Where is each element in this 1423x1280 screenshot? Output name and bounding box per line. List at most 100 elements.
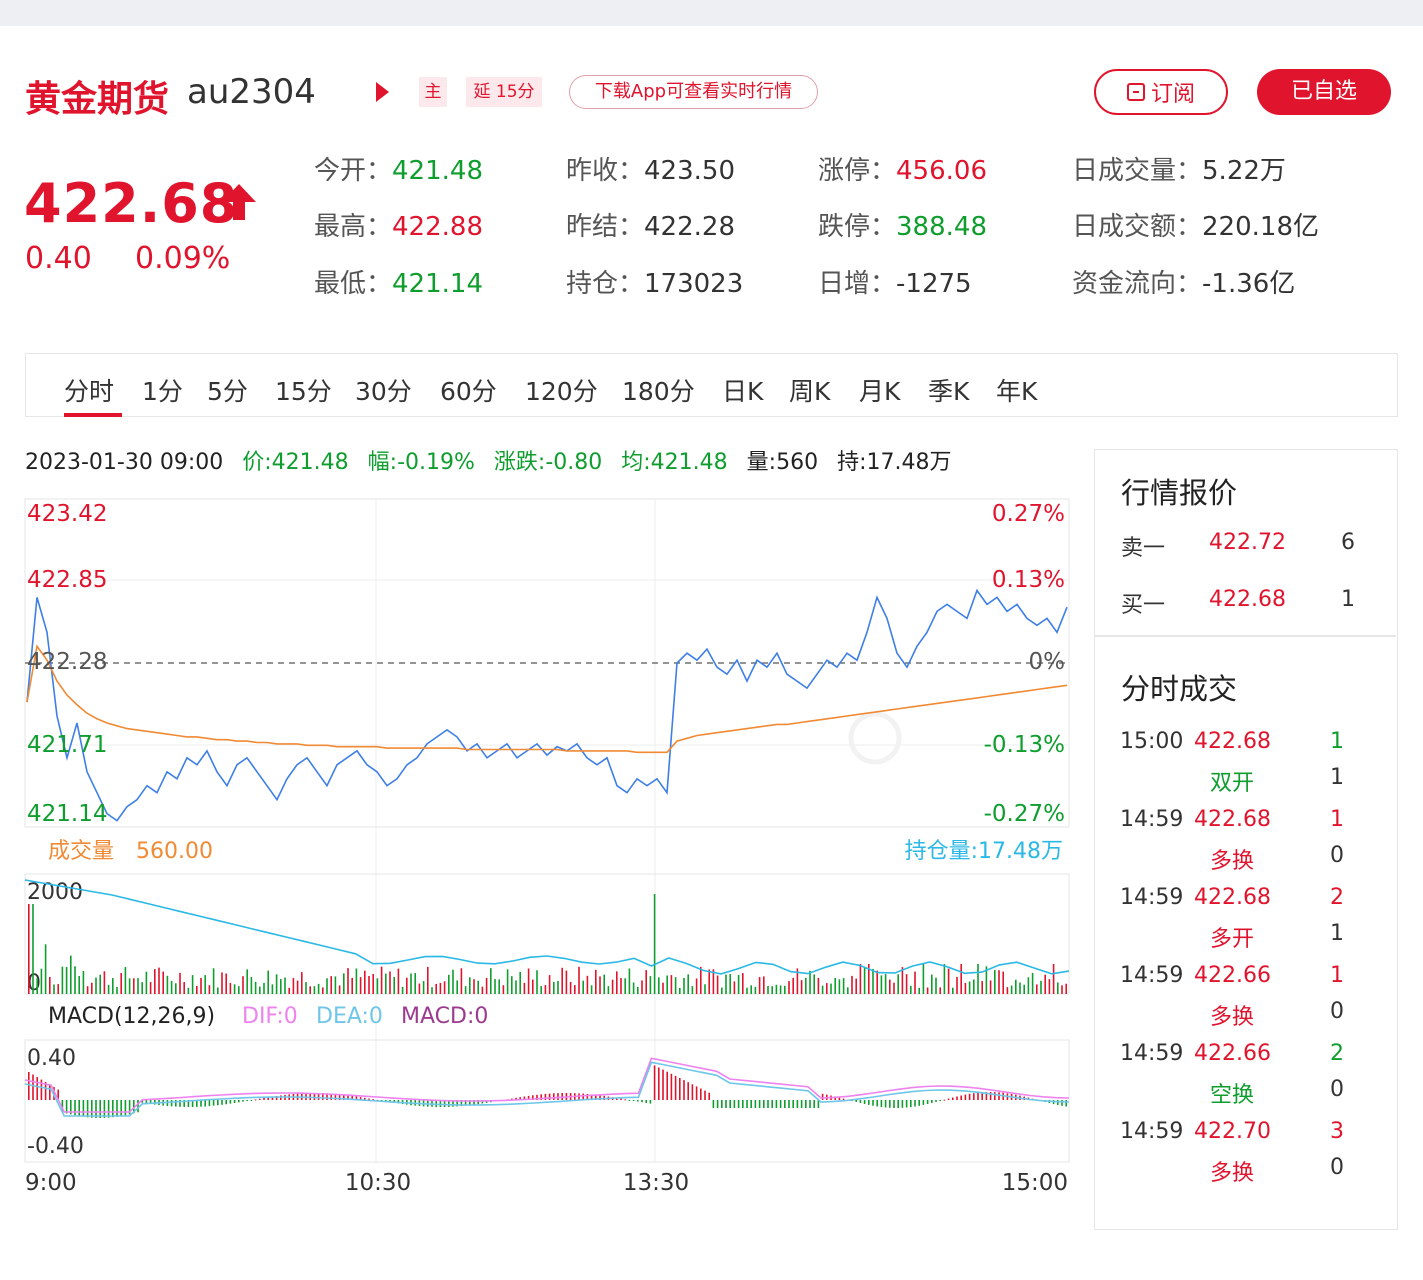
macd-bar <box>721 1100 723 1108</box>
volume-bar <box>502 985 505 994</box>
macd-bar <box>973 1093 975 1100</box>
volume-bar <box>359 977 362 994</box>
trade-price: 422.66 <box>1194 963 1271 988</box>
macd-bar <box>880 1100 883 1108</box>
volume-bar <box>620 978 622 994</box>
tab-8[interactable]: 日K <box>722 377 764 406</box>
volume-bar <box>330 976 332 994</box>
tab-2[interactable]: 5分 <box>207 377 248 406</box>
tab-9[interactable]: 周K <box>789 377 831 406</box>
trade-type: 空换 <box>1210 1083 1255 1108</box>
macd-bar <box>935 1100 937 1102</box>
macd-bar <box>645 1100 647 1103</box>
price-axis-label: 421.14 <box>27 801 107 827</box>
download-app-link[interactable]: 下载App可查看实时行情 <box>569 75 818 109</box>
macd-bar <box>586 1094 589 1100</box>
macd-bar <box>99 1100 101 1118</box>
macd-bar <box>788 1100 790 1108</box>
info-amp: 幅:-0.19% <box>367 450 475 475</box>
tab-7[interactable]: 180分 <box>622 377 695 406</box>
volume-bar <box>939 987 941 994</box>
macd-bar <box>637 1100 639 1102</box>
tab-3[interactable]: 15分 <box>275 377 332 406</box>
subscribe-button[interactable]: 订阅 <box>1094 69 1228 115</box>
tab-10[interactable]: 月K <box>859 377 901 406</box>
favorite-button[interactable]: 已自选 <box>1257 69 1391 115</box>
volume-bar <box>103 971 106 994</box>
macd-bar <box>82 1100 85 1117</box>
stat-label: 昨收： <box>566 156 645 186</box>
stat-label: 涨停： <box>818 156 897 186</box>
macd-bar <box>145 1100 148 1104</box>
volume-bar <box>956 976 958 994</box>
volume-bar <box>246 969 248 994</box>
volume-bar <box>313 986 316 994</box>
volume-bar <box>485 978 488 994</box>
macd-bar <box>922 1100 925 1105</box>
volume-bar <box>964 983 967 994</box>
volume-bar <box>1006 987 1009 994</box>
tab-5[interactable]: 60分 <box>440 377 497 406</box>
macd-bar <box>338 1094 341 1100</box>
volume-bar <box>49 977 51 994</box>
macd-bar <box>116 1100 118 1117</box>
tab-12[interactable]: 年K <box>996 377 1038 406</box>
tab-6[interactable]: 120分 <box>525 377 598 406</box>
volume-bar <box>179 972 181 994</box>
macd-bar <box>238 1100 240 1103</box>
macd-bar <box>695 1086 698 1100</box>
volume-bar <box>859 964 862 994</box>
volume-bar <box>1010 985 1013 994</box>
macd-bar <box>1065 1100 1067 1107</box>
stat-label: 持仓： <box>566 269 645 299</box>
volume-bar <box>985 966 988 994</box>
macd-bar <box>817 1100 820 1108</box>
volume-bar <box>1061 985 1063 994</box>
volume-bar <box>187 987 190 994</box>
volume-bar <box>53 984 55 994</box>
tab-11[interactable]: 季K <box>928 377 970 406</box>
volume-bar <box>838 979 841 994</box>
quote-panel: 行情报价 卖一 422.72 6 买一 422.68 1 分时成交 15:00 422.68… <box>1094 449 1398 1230</box>
trade-type: 多换 <box>1210 849 1255 874</box>
volume-bar <box>393 977 395 994</box>
stat-label: 日成交额： <box>1072 212 1203 242</box>
macd-bar <box>956 1096 958 1100</box>
volume-bar <box>61 966 64 994</box>
volume-bar <box>1048 979 1051 994</box>
dif-line <box>24 1057 1070 1113</box>
info-time: 2023-01-30 09:00 <box>25 450 224 475</box>
macd-bar <box>700 1088 702 1100</box>
average-line <box>26 644 1068 754</box>
macd-bar <box>95 1100 97 1118</box>
macd-pane-frame <box>24 1039 1070 1163</box>
tab-4[interactable]: 30分 <box>355 377 412 406</box>
tab-1[interactable]: 1分 <box>142 377 183 406</box>
volume-bar <box>212 968 215 994</box>
macd-bar <box>385 1100 387 1102</box>
volume-bar <box>616 971 618 994</box>
macd-bar <box>112 1100 114 1118</box>
macd-bar <box>435 1100 437 1107</box>
macd-axis-min: -0.40 <box>27 1134 84 1159</box>
volume-bar <box>649 976 652 994</box>
volume-bar <box>704 984 706 994</box>
intraday-chart[interactable]: 423.42 422.85 422.28 421.71 421.14 0.27% 0.13%… <box>0 490 1080 1205</box>
volume-bar <box>578 966 580 994</box>
trade-type: 多换 <box>1210 1005 1255 1030</box>
tab-0[interactable]: 分时 <box>64 377 115 406</box>
trade-qty: 2 <box>1330 885 1344 910</box>
macd-bar <box>187 1100 190 1107</box>
play-icon[interactable] <box>376 82 389 102</box>
trade-price: 422.68 <box>1194 729 1271 754</box>
trade-time: 14:59 <box>1120 963 1184 988</box>
volume-bar <box>149 982 152 994</box>
volume-bar <box>679 988 681 994</box>
volume-bar <box>338 985 341 994</box>
volume-bar <box>448 974 450 994</box>
volume-bar <box>784 985 786 994</box>
volume-bar <box>498 979 500 994</box>
volume-bar <box>355 968 358 994</box>
volume-bar <box>1057 982 1059 994</box>
macd-bar <box>1061 1100 1063 1106</box>
